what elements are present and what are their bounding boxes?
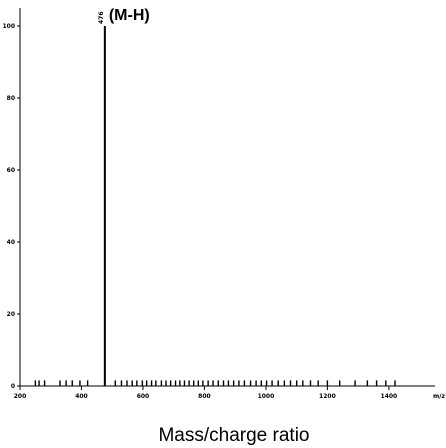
- spectrum-peaks: [34, 26, 396, 386]
- x-tick-label: 1200: [319, 393, 336, 400]
- x-axis-ticks: 200 400 600 800 1000 1200 1400: [14, 386, 398, 400]
- x-tick-label: 1000: [258, 393, 275, 400]
- y-axis-ticks: 0 20 40 60 80 100: [2, 23, 20, 390]
- y-tick-label: 100: [2, 23, 15, 30]
- plot-area: 0 20 40 60 80 100 200 400 600 800 1000 1200 1400 47…: [2, 7, 445, 446]
- x-tick-label: 400: [75, 393, 88, 400]
- x-tick-label: 800: [198, 393, 211, 400]
- x-tick-label: 600: [137, 393, 150, 400]
- y-tick-label: 20: [7, 311, 15, 318]
- y-tick-label: 40: [7, 239, 15, 246]
- x-axis-title: Mass/charge ratio: [158, 425, 309, 446]
- x-axis-unit-label: m/z: [433, 393, 445, 400]
- y-tick-label: 80: [7, 95, 15, 102]
- x-tick-label: 1400: [381, 393, 398, 400]
- y-tick-label: 60: [7, 167, 15, 174]
- y-tick-label: 0: [11, 383, 15, 390]
- peak-annotation: (M-H): [109, 7, 150, 24]
- x-tick-label: 200: [14, 393, 27, 400]
- peak-mz-label: 476: [98, 11, 105, 24]
